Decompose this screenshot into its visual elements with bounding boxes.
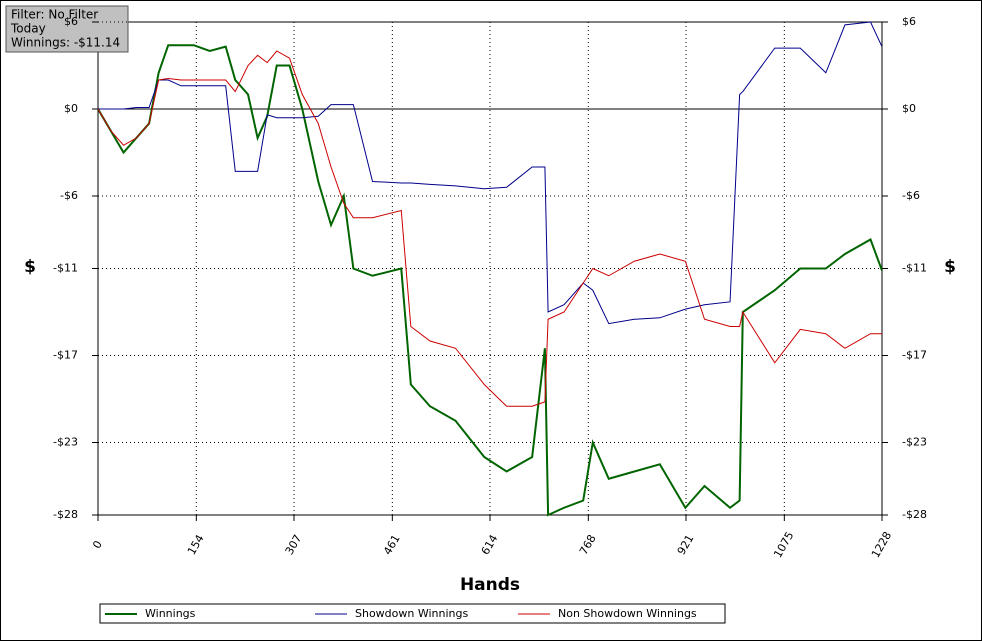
series-line <box>97 50 882 407</box>
y2-tick-label: -$17 <box>902 349 927 362</box>
series-line <box>98 21 883 325</box>
legend-label: Showdown Winnings <box>355 607 469 620</box>
y-tick-label: -$17 <box>53 349 78 362</box>
y2-tick-label: -$11 <box>902 262 927 275</box>
y-tick-label: -$28 <box>53 508 78 521</box>
y2-tick-label: -$23 <box>902 436 927 449</box>
legend-label: Non Showdown Winnings <box>558 607 697 620</box>
info-box: Filter: No Filter Today Winnings: -$11.1… <box>5 5 129 53</box>
info-bg <box>5 5 129 53</box>
y2-tick-label: -$28 <box>902 508 927 521</box>
info-period: Today <box>10 22 46 36</box>
x-axis-label: Hands <box>460 575 520 595</box>
y-tick-label: $0 <box>64 102 78 115</box>
y-tick-label: -$11 <box>53 262 78 275</box>
y2-tick-label: $6 <box>902 15 916 28</box>
series-line <box>97 44 883 517</box>
y-tick-label: -$23 <box>53 436 78 449</box>
info-winnings: Winnings: -$11.14 <box>11 36 120 50</box>
y2-axis-label: $ <box>944 257 956 277</box>
y-tick-label: $6 <box>64 15 78 28</box>
y-tick-label: -$6 <box>60 189 78 202</box>
y2-tick-label: -$6 <box>902 189 920 202</box>
info-filter: Filter: No Filter <box>11 8 98 22</box>
legend <box>99 603 726 624</box>
y2-tick-label: $0 <box>902 102 916 115</box>
legend-label: Winnings <box>145 607 196 620</box>
y-axis-label: $ <box>24 257 36 277</box>
